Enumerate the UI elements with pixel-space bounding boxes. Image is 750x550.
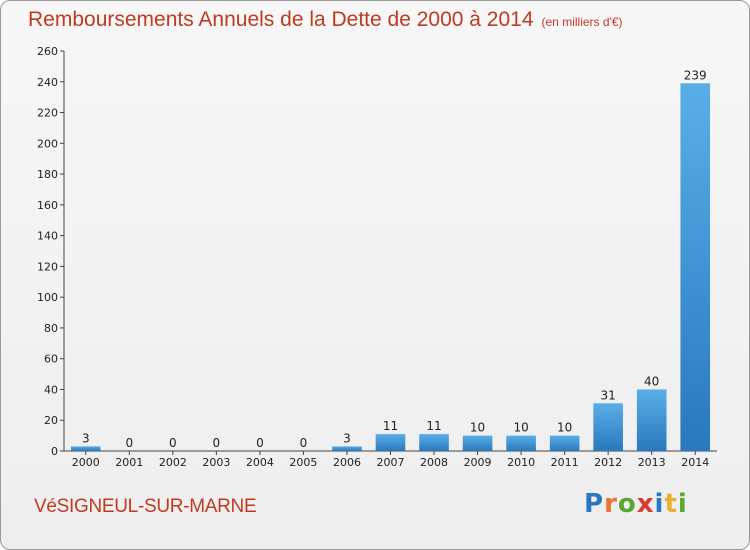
logo-letter: r [604, 489, 618, 519]
bar-value-label: 3 [343, 431, 351, 445]
chart-data-labels: 3 0 0 0 0 0 3 11 11 10 10 10 31 40 239 [82, 68, 707, 450]
x-tick-label: 2009 [464, 456, 492, 469]
x-tick-label: 2008 [420, 456, 448, 469]
x-tick-label: 2014 [681, 456, 709, 469]
x-tick-label: 2000 [72, 456, 100, 469]
bar-value-label: 11 [383, 419, 398, 433]
bar-value-label: 239 [684, 68, 707, 82]
bar [375, 434, 406, 451]
bar-value-label: 0 [169, 436, 177, 450]
bar [332, 446, 362, 451]
logo-letter: P [584, 489, 605, 519]
bar [462, 435, 493, 451]
proxiti-logo: Proxiti [584, 489, 688, 519]
y-tick-label: 220 [37, 107, 58, 120]
y-tick-label: 140 [37, 230, 58, 243]
y-tick-label: 0 [51, 445, 58, 458]
y-tick-label: 40 [44, 383, 58, 396]
bar [549, 435, 580, 451]
bar-value-label: 0 [300, 436, 308, 450]
bar-value-label: 31 [601, 388, 616, 402]
chart-title-unit: (en milliers d'€) [541, 15, 623, 29]
y-tick-label: 20 [44, 414, 58, 427]
x-tick-label: 2005 [289, 456, 317, 469]
y-tick-label: 260 [37, 45, 58, 58]
x-tick-label: 2007 [377, 456, 405, 469]
bar [506, 435, 536, 451]
logo-letter: x [636, 489, 655, 519]
x-tick-label: 2004 [246, 456, 274, 469]
bar [593, 403, 623, 451]
y-tick-label: 180 [37, 168, 58, 181]
y-tick-label: 80 [44, 322, 58, 335]
x-tick-label: 2013 [638, 456, 666, 469]
bar-value-label: 3 [82, 431, 90, 445]
bar-value-label: 10 [557, 421, 572, 435]
bar-value-label: 11 [426, 419, 441, 433]
x-tick-label: 2006 [333, 456, 361, 469]
x-tick-label: 2001 [115, 456, 143, 469]
y-tick-label: 240 [37, 76, 58, 89]
y-tick-label: 200 [37, 137, 58, 150]
x-tick-label: 2012 [594, 456, 622, 469]
bar [680, 83, 711, 452]
chart-title: Remboursements Annuels de la Dette de 20… [28, 8, 623, 32]
logo-letter: i [654, 489, 665, 519]
y-tick-label: 120 [37, 260, 58, 273]
bar-value-label: 0 [125, 436, 133, 450]
logo-letter: o [617, 489, 637, 519]
bar-value-label: 10 [470, 421, 485, 435]
x-tick-label: 2003 [202, 456, 230, 469]
commune-name: VéSIGNEUL-SUR-MARNE [34, 496, 257, 517]
x-tick-label: 2002 [159, 456, 187, 469]
x-tick-label: 2011 [551, 456, 579, 469]
bar [419, 434, 449, 451]
y-tick-label: 100 [37, 291, 58, 304]
x-tick-label: 2010 [507, 456, 535, 469]
bar-value-label: 40 [644, 374, 659, 388]
chart-title-text: Remboursements Annuels de la Dette de 20… [28, 8, 534, 31]
logo-letter: t [664, 489, 678, 519]
bar [70, 446, 101, 451]
y-tick-label: 160 [37, 199, 58, 212]
bar-value-label: 0 [256, 436, 264, 450]
bar [636, 389, 667, 451]
y-tick-label: 60 [44, 353, 58, 366]
chart-bars [70, 83, 711, 452]
bar-value-label: 0 [213, 436, 221, 450]
bar-value-label: 10 [513, 421, 528, 435]
logo-letter: i [677, 489, 688, 519]
